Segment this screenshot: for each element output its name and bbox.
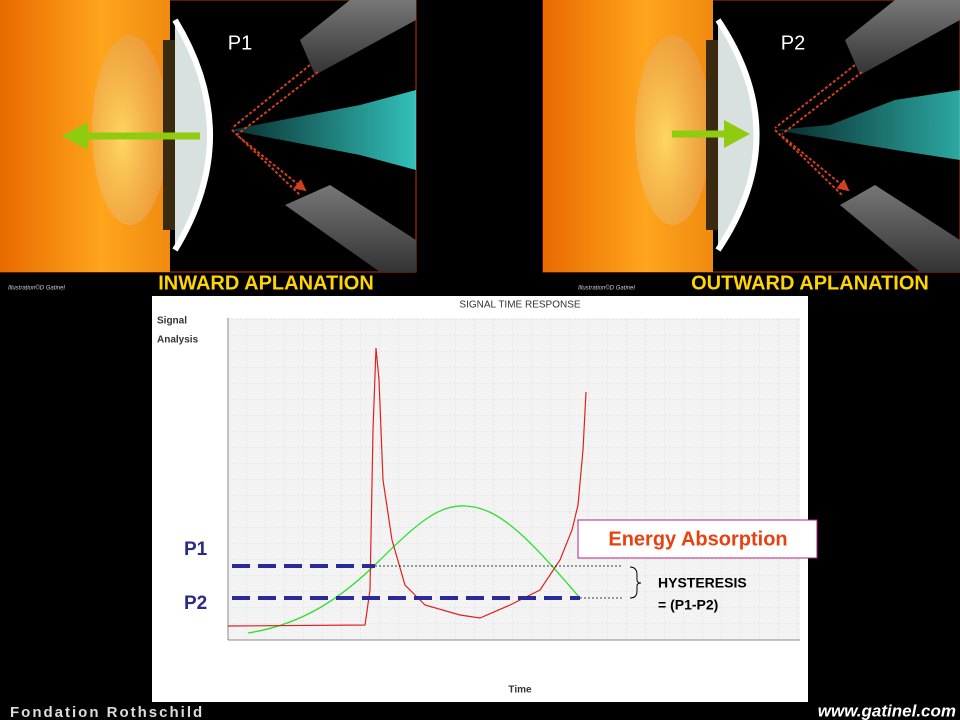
callout-box bbox=[577, 519, 818, 559]
caption: OUTWARD APLANATION bbox=[691, 272, 929, 294]
illustration-outward bbox=[542, 0, 960, 273]
grid bbox=[228, 318, 800, 640]
signal-chart bbox=[152, 296, 818, 702]
hysteresis-label: HYSTERESIS bbox=[658, 575, 747, 591]
pressure-lines bbox=[232, 564, 580, 600]
guide-lines bbox=[375, 565, 622, 599]
green-curve bbox=[247, 505, 581, 634]
credit: Illustration©D Gatinel bbox=[578, 285, 635, 292]
x-label: Time bbox=[508, 685, 532, 696]
panel-label: P2 bbox=[781, 32, 805, 54]
brace bbox=[629, 566, 642, 599]
hysteresis-label: = (P1-P2) bbox=[658, 597, 718, 613]
footer-right: www.gatinel.com bbox=[818, 701, 956, 720]
caption: INWARD APLANATION bbox=[158, 272, 374, 294]
credit: Illustration©D Gatinel bbox=[8, 285, 65, 292]
callout-text: Energy Absorption bbox=[608, 528, 787, 550]
red-curve bbox=[227, 347, 587, 627]
chart-title: SIGNAL TIME RESPONSE bbox=[459, 300, 580, 311]
y-label: Signal bbox=[157, 316, 187, 327]
p1-label: P1 bbox=[184, 539, 208, 560]
panel-label: P1 bbox=[228, 32, 252, 54]
footer-left: Fondation Rothschild bbox=[10, 704, 204, 720]
p2-label: P2 bbox=[184, 593, 207, 614]
illustration-inward bbox=[0, 0, 417, 273]
y-label: Analysis bbox=[157, 335, 199, 346]
